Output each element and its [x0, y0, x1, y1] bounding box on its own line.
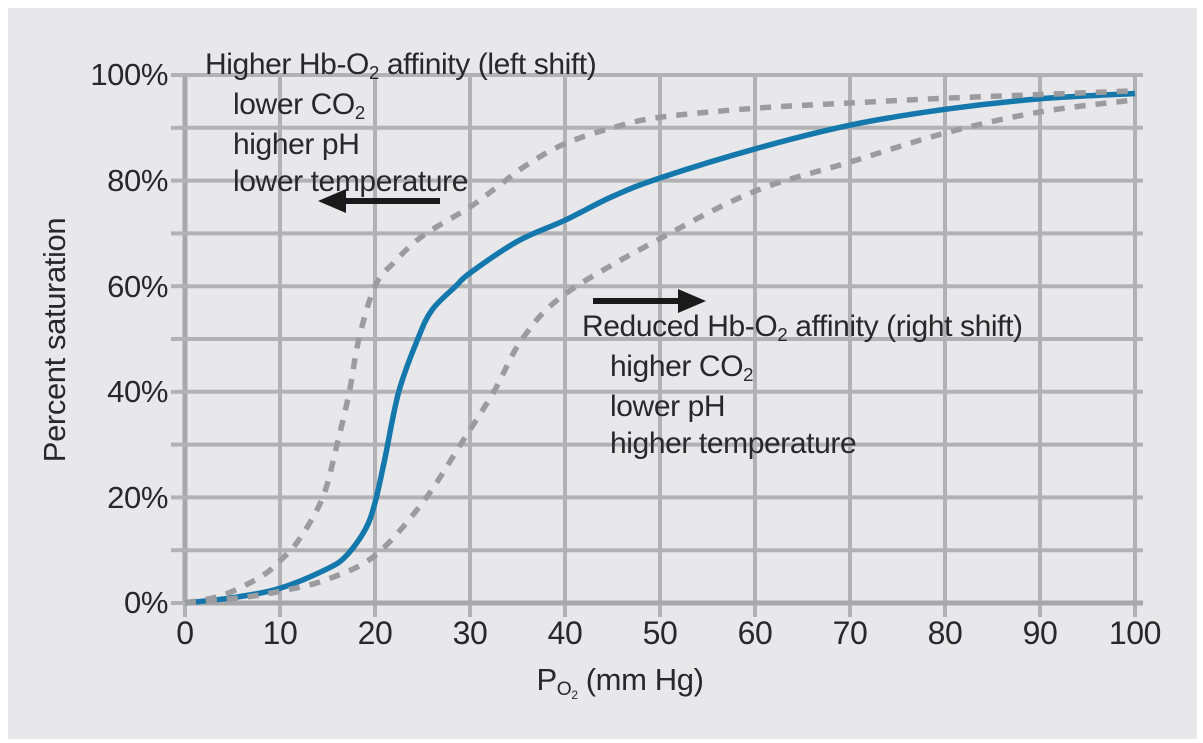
y-tick-80: 80% — [107, 163, 168, 198]
x-tick-30: 30 — [452, 615, 488, 651]
left-shift-factor-temperature: lower temperature — [233, 165, 468, 198]
x-tick-0: 0 — [176, 615, 194, 651]
dissociation-curves — [184, 88, 1136, 606]
grid-lines — [171, 73, 1143, 617]
left-shift-factor-ph: higher pH — [233, 128, 360, 161]
right-shift-factor-ph: lower pH — [610, 390, 726, 423]
left-shift-arrow — [318, 189, 440, 213]
x-axis-title-symbol: P — [536, 662, 557, 697]
y-tick-0: 0% — [123, 585, 168, 620]
x-axis-title-subsubscript: 2 — [571, 687, 578, 702]
left-shift-annotation: Higher Hb-O2 affinity (left shift) lower… — [205, 46, 597, 200]
x-axis-title-units: (mm Hg) — [577, 662, 704, 697]
right-shift-annotation: Reduced Hb-O2 affinity (right shift) hig… — [582, 308, 1023, 462]
y-tick-40: 40% — [107, 374, 168, 409]
y-tick-100: 100% — [90, 57, 168, 92]
x-tick-80: 80 — [927, 615, 963, 651]
right-shift-factor-temperature: higher temperature — [610, 427, 857, 460]
y-tick-60: 60% — [107, 269, 168, 304]
x-axis-title: PO2 (mm Hg) — [470, 662, 770, 702]
right-shift-title: Reduced Hb-O2 affinity (right shift) — [582, 310, 1023, 346]
right-shift-arrow — [593, 289, 706, 313]
normal-dissociation-curve — [184, 90, 1136, 606]
right-shift-factor-co2: higher CO2 — [610, 350, 754, 386]
x-axis-title-subscript: O — [556, 679, 572, 701]
x-tick-50: 50 — [642, 615, 678, 651]
left-shift-higher-affinity — [184, 88, 1136, 606]
x-tick-100: 100 — [1108, 615, 1162, 651]
left-shift-factor-co2: lower CO2 — [233, 88, 365, 124]
x-tick-10: 10 — [262, 615, 298, 651]
x-tick-60: 60 — [737, 615, 773, 651]
right-shift-reduced-affinity — [184, 97, 1136, 606]
x-tick-90: 90 — [1022, 615, 1058, 651]
x-tick-20: 20 — [357, 615, 393, 651]
y-tick-20: 20% — [107, 480, 168, 515]
x-tick-70: 70 — [832, 615, 868, 651]
x-tick-40: 40 — [547, 615, 583, 651]
y-axis-title: Percent saturation — [37, 217, 72, 463]
left-shift-title: Higher Hb-O2 affinity (left shift) — [205, 48, 597, 84]
